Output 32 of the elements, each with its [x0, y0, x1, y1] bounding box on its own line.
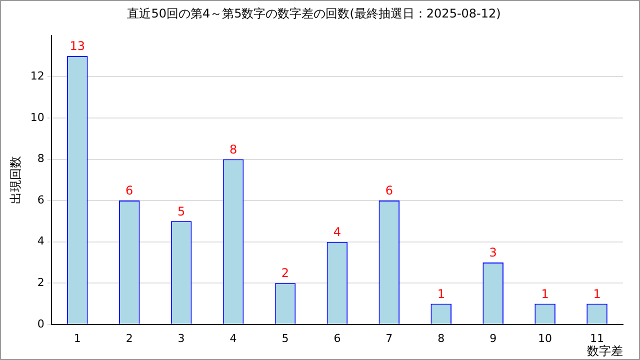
- data-label: 6: [126, 184, 134, 198]
- y-tick-label: 0: [37, 317, 44, 330]
- data-label: 5: [177, 204, 186, 218]
- y-tick-label: 4: [37, 234, 44, 248]
- x-tick-label: 5: [282, 332, 289, 345]
- data-label: 13: [70, 39, 86, 54]
- x-tick-label: 9: [490, 332, 497, 345]
- y-tick-label: 12: [30, 70, 44, 83]
- data-label: 1: [593, 286, 601, 301]
- y-tick-label: 8: [37, 152, 44, 166]
- x-tick-label: 10: [538, 332, 552, 345]
- data-label: 6: [385, 184, 393, 198]
- data-label: 1: [437, 286, 445, 301]
- y-tick-label: 2: [37, 276, 44, 289]
- data-label: 1: [541, 286, 549, 301]
- data-label: 4: [333, 224, 342, 239]
- y-axis-title: 出現回数: [8, 156, 22, 204]
- x-tick-label: 2: [126, 332, 133, 345]
- x-tick-label: 4: [230, 332, 237, 345]
- x-tick-label: 8: [438, 332, 445, 345]
- x-tick-label: 3: [178, 332, 185, 345]
- data-label: 8: [229, 142, 238, 156]
- y-tick-label: 10: [30, 110, 44, 124]
- x-tick-label: 11: [590, 332, 604, 345]
- data-label: 3: [489, 246, 497, 260]
- x-tick-label: 6: [334, 332, 341, 345]
- x-axis-title: 数字差: [587, 344, 623, 358]
- x-tick-label: 1: [74, 332, 81, 345]
- data-label: 2: [281, 266, 290, 280]
- y-tick-label: 6: [37, 193, 44, 206]
- x-tick-label: 7: [386, 332, 393, 345]
- chart-title: 直近50回の第4～第5数字の数字差の回数(最終抽選日：2025-08-12): [127, 6, 501, 20]
